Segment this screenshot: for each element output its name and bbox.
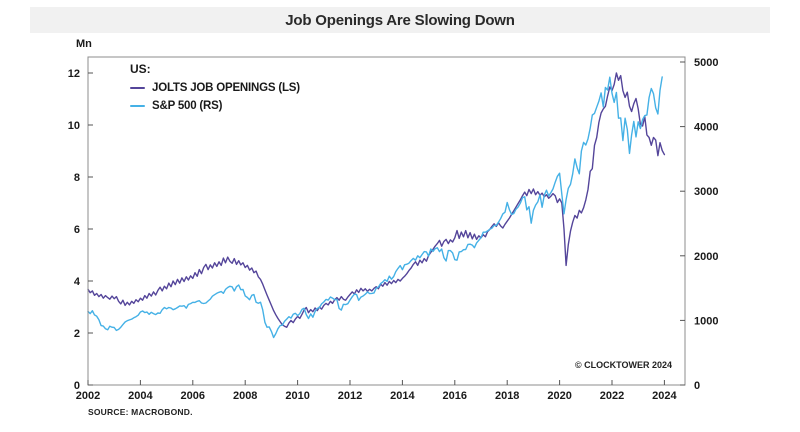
legend-label-sp500: S&P 500 (RS) bbox=[152, 100, 223, 112]
x-axis-tick-label: 2016 bbox=[443, 390, 467, 402]
left-axis-unit-label: Mn bbox=[76, 38, 92, 50]
left-axis-tick-label: 6 bbox=[74, 224, 80, 236]
chart-title: Job Openings Are Slowing Down bbox=[285, 11, 515, 29]
copyright-note: © CLOCKTOWER 2024 bbox=[575, 360, 672, 370]
x-axis-tick-label: 2014 bbox=[390, 390, 415, 402]
legend-item-jolts: JOLTS JOB OPENINGS (LS) bbox=[130, 79, 300, 97]
right-axis-tick-label: 1000 bbox=[694, 315, 718, 327]
right-axis-tick-label: 3000 bbox=[694, 186, 718, 198]
left-axis-tick-label: 2 bbox=[74, 328, 80, 340]
x-axis-tick-label: 2012 bbox=[338, 390, 362, 402]
right-axis-tick-label: 2000 bbox=[694, 251, 718, 263]
source-note: SOURCE: MACROBOND. bbox=[88, 407, 193, 417]
x-axis-tick-label: 2008 bbox=[233, 390, 257, 402]
x-axis-tick-label: 2022 bbox=[600, 390, 624, 402]
x-axis-tick-label: 2002 bbox=[76, 390, 100, 402]
right-axis-tick-label: 4000 bbox=[694, 122, 718, 134]
series-line-sp500 bbox=[87, 76, 663, 339]
chart-title-bar: Job Openings Are Slowing Down bbox=[30, 7, 770, 33]
x-axis-tick-label: 2006 bbox=[181, 390, 205, 402]
sp500-line-swatch-icon bbox=[130, 104, 145, 108]
x-axis-tick-label: 2024 bbox=[652, 390, 677, 402]
x-axis-tick-label: 2020 bbox=[547, 390, 571, 402]
left-axis-tick-label: 10 bbox=[68, 120, 80, 132]
x-axis-tick-label: 2010 bbox=[285, 390, 309, 402]
x-axis-tick-label: 2004 bbox=[128, 390, 153, 402]
chart-legend: US: JOLTS JOB OPENINGS (LS) S&P 500 (RS) bbox=[130, 62, 300, 115]
left-axis-tick-label: 4 bbox=[74, 276, 81, 288]
legend-header: US: bbox=[130, 62, 151, 76]
left-axis-tick-label: 0 bbox=[74, 380, 80, 392]
right-axis-tick-label: 0 bbox=[694, 380, 700, 392]
legend-item-sp500: S&P 500 (RS) bbox=[130, 97, 300, 115]
legend-label-jolts: JOLTS JOB OPENINGS (LS) bbox=[152, 82, 300, 94]
x-axis-tick-label: 2018 bbox=[495, 390, 519, 402]
left-axis-tick-label: 12 bbox=[68, 68, 80, 80]
plot-frame bbox=[87, 56, 686, 386]
right-axis-tick-label: 5000 bbox=[694, 57, 718, 69]
left-axis-tick-label: 8 bbox=[74, 172, 80, 184]
series-line-jolts bbox=[87, 72, 666, 328]
jolts-line-swatch-icon bbox=[130, 86, 145, 90]
